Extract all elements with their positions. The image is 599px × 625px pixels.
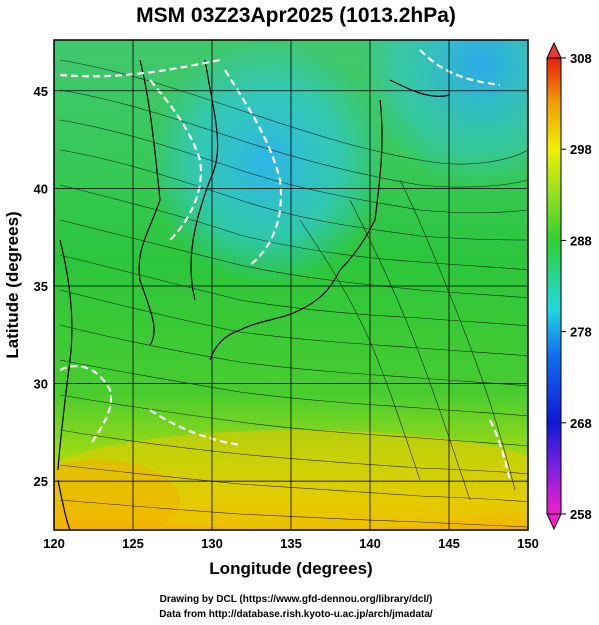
x-tick-label: 150 xyxy=(517,536,539,551)
credit-data: Data from http://database.rish.kyoto-u.a… xyxy=(159,609,433,620)
colorbar-tick-label: 298 xyxy=(570,142,592,157)
x-tick-label: 120 xyxy=(43,536,65,551)
colorbar-max-arrow xyxy=(546,41,562,59)
colorbar-tick-label: 268 xyxy=(570,416,592,431)
x-tick-label: 140 xyxy=(359,536,381,551)
colorbar-tick-label: 288 xyxy=(570,233,592,248)
y-tick-label: 35 xyxy=(34,279,48,294)
colorbar-tick-label: 258 xyxy=(570,507,592,522)
x-tick-label: 135 xyxy=(280,536,302,551)
colorbar: 258 268 278 288 298 308 xyxy=(546,41,592,531)
y-axis-label: Latitude (degrees) xyxy=(3,211,22,358)
temperature-field xyxy=(54,40,528,530)
streamlines xyxy=(59,59,528,528)
colorbar-tick-label: 308 xyxy=(570,51,592,66)
y-tick-label: 40 xyxy=(34,181,48,196)
y-tick-label: 30 xyxy=(34,377,48,392)
x-tick-label: 130 xyxy=(201,536,223,551)
x-tick-label: 125 xyxy=(122,536,144,551)
credit-drawing: Drawing by DCL (https://www.gfd-dennou.o… xyxy=(160,594,433,605)
colorbar-tick-label: 278 xyxy=(570,325,592,340)
chart-title: MSM 03Z23Apr2025 (1013.2hPa) xyxy=(136,4,456,27)
x-tick-label: 145 xyxy=(438,536,460,551)
isotherm-contours xyxy=(59,49,512,481)
plot-frame: 120 125 130 135 140 145 150 25 30 35 40 45 xyxy=(34,39,539,551)
y-tick-label: 25 xyxy=(34,474,48,489)
x-axis-label: Longitude (degrees) xyxy=(209,559,372,578)
y-tick-label: 45 xyxy=(34,84,48,99)
coastlines xyxy=(57,59,451,530)
colorbar-min-arrow xyxy=(546,513,562,531)
